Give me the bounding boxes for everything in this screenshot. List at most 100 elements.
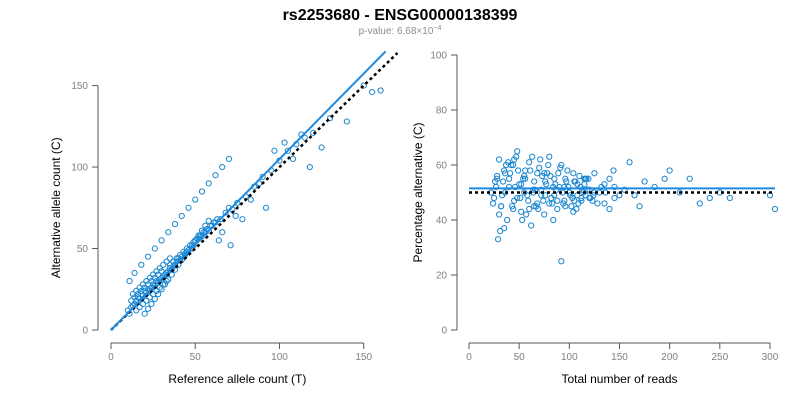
data-point [495, 211, 503, 218]
x-tick-label: 250 [711, 352, 728, 363]
right-scatter-panel: 0 50 100 150 200 250 300 0 20 40 60 80 100 Total numb… [411, 51, 779, 387]
data-point [491, 178, 499, 185]
data-point [143, 297, 150, 304]
data-point [549, 200, 556, 207]
data-point [526, 159, 533, 166]
data-point [554, 205, 561, 213]
y-axis-label: Alternative allele count (C) [49, 137, 63, 278]
data-point [511, 156, 518, 163]
data-point [222, 209, 229, 216]
data-point [495, 156, 503, 163]
data-point [594, 200, 601, 207]
data-point [576, 172, 583, 180]
data-point [626, 159, 633, 166]
data-point [661, 175, 668, 182]
data-point [514, 148, 521, 155]
data-point [676, 189, 683, 196]
data-point [554, 197, 561, 204]
data-point [215, 237, 222, 244]
data-point [219, 163, 226, 171]
data-point [377, 87, 384, 94]
data-point [139, 300, 147, 308]
data-point [504, 216, 511, 224]
data-point [726, 194, 733, 202]
data-point [489, 200, 497, 207]
data-point [510, 205, 517, 213]
data-point [534, 170, 541, 177]
data-point [227, 242, 234, 249]
data-point [146, 274, 153, 281]
data-point [306, 163, 313, 171]
data-point [517, 194, 524, 202]
data-point [129, 291, 137, 298]
scatter-points [124, 82, 384, 317]
data-point [212, 172, 219, 179]
data-point [505, 159, 512, 166]
data-point [564, 167, 571, 174]
data-point [153, 268, 160, 275]
data-point [131, 269, 138, 277]
data-point [581, 175, 588, 182]
data-point [550, 216, 557, 224]
data-point [506, 175, 513, 182]
data-point [289, 155, 297, 163]
data-point [232, 212, 239, 220]
data-point [131, 294, 138, 301]
y-tick-label: 0 [441, 326, 447, 337]
y-tick-label: 100 [430, 51, 447, 62]
data-point [141, 310, 148, 317]
data-point [281, 139, 288, 146]
data-point [579, 186, 586, 193]
data-point [519, 216, 526, 224]
y-tick-label: 40 [436, 216, 448, 227]
data-point [518, 208, 525, 215]
data-point [318, 144, 325, 151]
data-point [528, 222, 535, 229]
data-point [136, 284, 143, 291]
data-point [558, 258, 565, 265]
data-point [641, 178, 648, 185]
data-point [262, 204, 270, 211]
x-tick-label: 150 [611, 352, 628, 363]
data-point [148, 300, 155, 308]
data-point [190, 238, 197, 246]
data-point [171, 220, 179, 228]
data-point [326, 115, 334, 122]
data-point [202, 222, 209, 229]
data-point [128, 297, 135, 304]
data-point [512, 183, 519, 191]
data-point [537, 156, 544, 163]
data-point [494, 236, 502, 243]
figure-title: rs2253680 - ENSG00000138399 [283, 7, 518, 24]
data-point [578, 194, 585, 202]
data-point [636, 203, 643, 210]
y-tick-label: 20 [436, 271, 448, 282]
data-point [546, 200, 553, 207]
y-tick-label: 150 [71, 81, 88, 92]
data-point [506, 183, 513, 191]
data-point [546, 153, 553, 160]
data-point [163, 258, 170, 265]
data-point [520, 175, 527, 182]
data-point [126, 278, 133, 285]
data-point [369, 89, 376, 96]
figure-subtitle: p-value: 6.68×10−4 [359, 25, 442, 37]
data-point [542, 178, 549, 185]
data-point [219, 229, 226, 236]
data-point [540, 197, 547, 204]
data-point [271, 147, 278, 154]
data-point [501, 225, 508, 232]
data-point [531, 178, 538, 185]
data-point [591, 170, 598, 177]
data-point [498, 203, 505, 210]
data-point [562, 175, 569, 182]
data-point [621, 186, 628, 193]
data-point [151, 295, 158, 303]
data-point [156, 264, 163, 272]
data-point [151, 245, 158, 252]
data-point [165, 276, 172, 283]
data-point [183, 245, 190, 252]
data-point [259, 173, 266, 180]
data-point [158, 286, 165, 293]
data-point [522, 167, 529, 174]
